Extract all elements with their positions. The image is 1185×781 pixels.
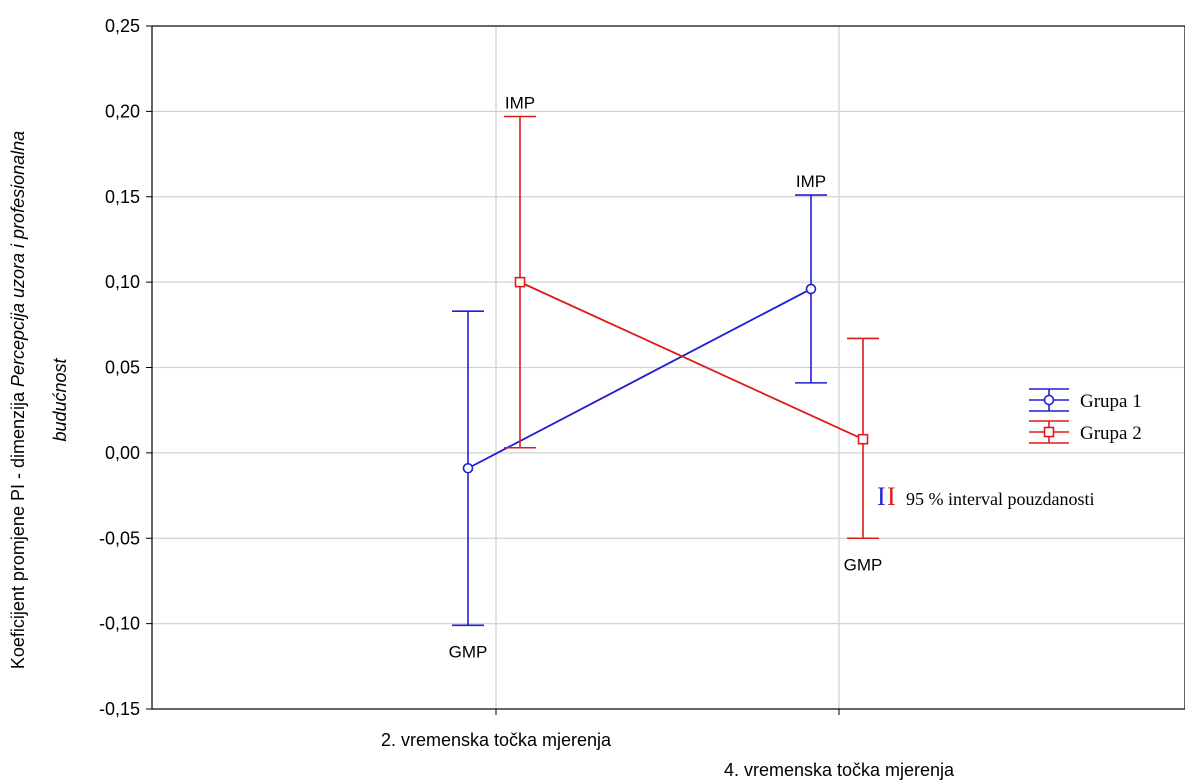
legend-item-2: Grupa 2	[1029, 420, 1142, 444]
legend-label: Grupa 1	[1080, 391, 1142, 412]
y-tick-label: 0,25	[105, 16, 140, 36]
series-layer	[452, 115, 879, 627]
ci-mark-red: I	[887, 482, 896, 511]
annotation-label: IMP	[796, 172, 826, 191]
annotation-label: GMP	[449, 642, 488, 661]
y-tick-label: 0,05	[105, 358, 140, 378]
series-line	[519, 281, 864, 441]
y-axis-label-prefix: Koeficijent promjene PI - dimenzija	[8, 387, 28, 669]
y-axis-label-line2: budućnost	[50, 357, 70, 441]
x-category-label: 4. vremenska točka mjerenja	[724, 760, 955, 780]
y-axis: 0,25 0,20 0,15 0,10 0,05 0,00 -0,05 -0,10 -0,15	[99, 16, 152, 719]
legend-item-1: Grupa 1	[1029, 388, 1142, 412]
series-1	[452, 194, 827, 627]
y-axis-label: Koeficijent promjene PI - dimenzija Perc…	[8, 131, 70, 669]
data-point	[857, 433, 869, 445]
annotations: IMP IMP GMP GMP	[449, 93, 883, 661]
ci-legend: I I 95 % interval pouzdanosti	[877, 482, 1094, 511]
svg-text:Koeficijent promjene PI - dime: Koeficijent promjene PI - dimenzija Perc…	[8, 131, 28, 669]
legend: Grupa 1 Grupa 2	[1029, 388, 1142, 444]
x-axis: 2. vremenska točka mjerenja 4. vremenska …	[381, 709, 955, 780]
y-axis-label-italic: Percepcija uzora i profesionalna	[8, 131, 28, 387]
data-point	[462, 462, 474, 474]
y-tick-label: 0,00	[105, 443, 140, 463]
annotation-label: GMP	[844, 555, 883, 574]
series-line	[467, 288, 812, 470]
legend-label: Grupa 2	[1080, 423, 1142, 444]
y-tick-label: -0,05	[99, 528, 140, 548]
data-point	[514, 276, 526, 288]
x-category-label: 2. vremenska točka mjerenja	[381, 730, 612, 750]
y-tick-label: -0,15	[99, 699, 140, 719]
y-tick-label: -0,10	[99, 614, 140, 634]
legend-marker	[1043, 394, 1055, 406]
y-tick-label: 0,15	[105, 187, 140, 207]
data-point	[805, 283, 817, 295]
grid	[152, 26, 1185, 709]
ci-mark-blue: I	[877, 482, 886, 511]
legend-marker	[1043, 426, 1055, 438]
y-tick-label: 0,10	[105, 272, 140, 292]
annotation-label: IMP	[505, 93, 535, 112]
ci-legend-text: 95 % interval pouzdanosti	[906, 489, 1094, 509]
y-tick-label: 0,20	[105, 101, 140, 121]
series-2	[504, 115, 879, 540]
